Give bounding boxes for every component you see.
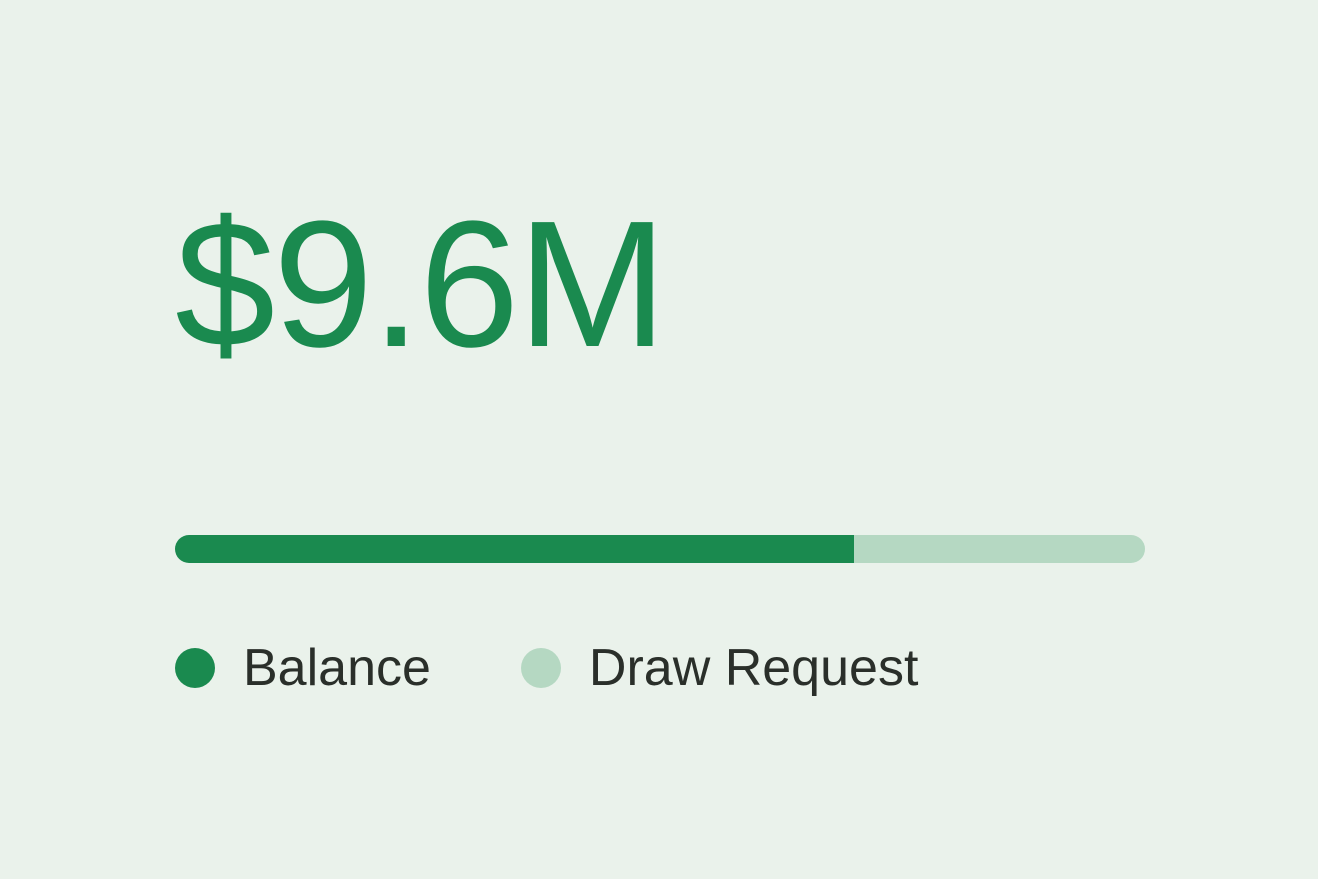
progress-bar xyxy=(175,535,1145,563)
legend: Balance Draw Request xyxy=(175,638,1145,698)
balance-amount: $9.6M xyxy=(175,195,1145,375)
progress-segment-draw-request xyxy=(854,535,1145,563)
legend-item-balance: Balance xyxy=(175,638,431,698)
legend-item-draw-request: Draw Request xyxy=(521,638,918,698)
legend-label-draw-request: Draw Request xyxy=(589,638,918,698)
legend-label-balance: Balance xyxy=(243,638,431,698)
balance-card: $9.6M Balance Draw Request xyxy=(175,195,1145,698)
progress-segment-balance xyxy=(175,535,854,563)
legend-dot-balance xyxy=(175,648,215,688)
legend-dot-draw-request xyxy=(521,648,561,688)
